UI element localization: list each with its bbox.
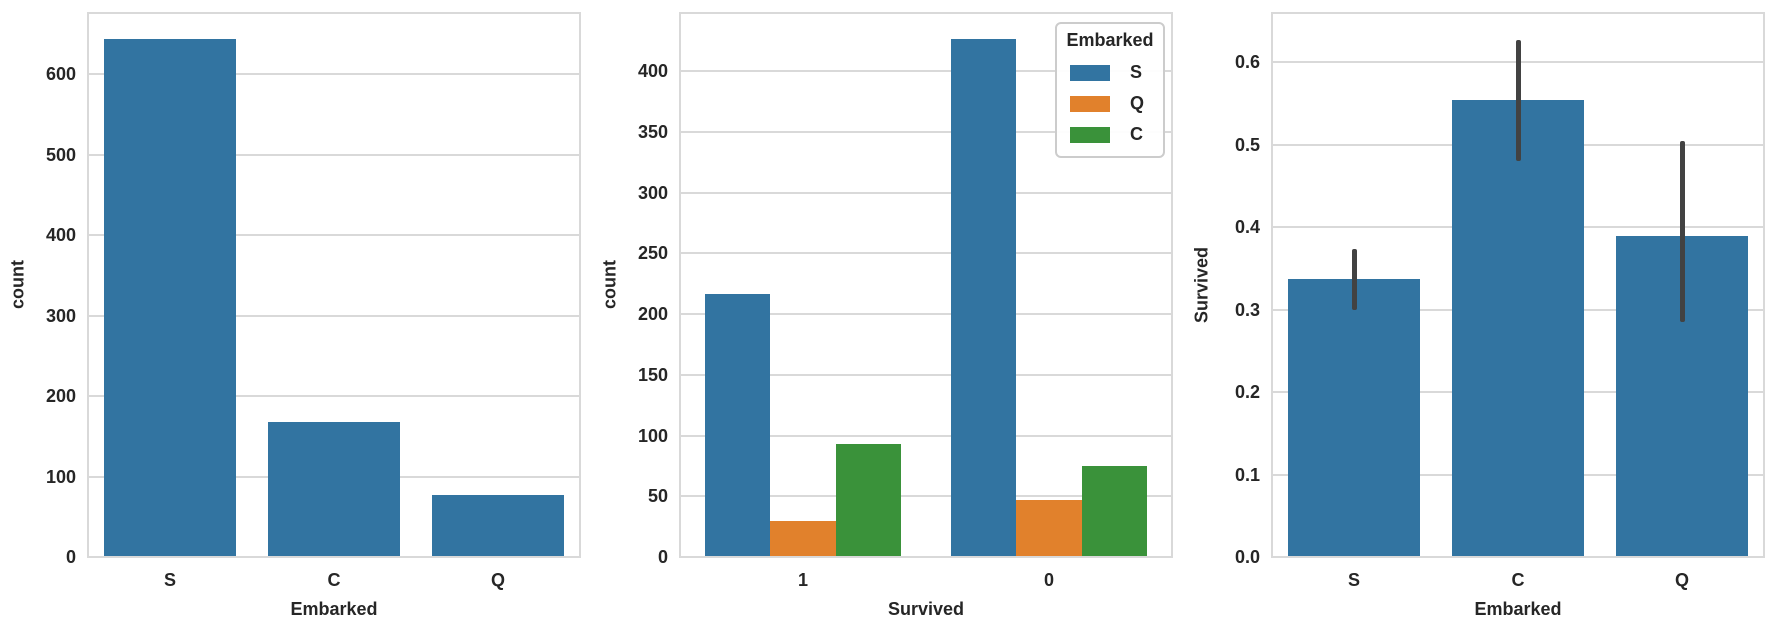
plot-area [1272,13,1764,557]
bar-s-0 [950,38,1017,557]
y-tick-label: 500 [45,144,76,165]
y-tick-label: 100 [45,466,76,487]
x-tick-label: S [1347,570,1360,590]
legend-swatch-q [1070,95,1110,112]
bar-q-1 [770,520,836,557]
x-axis-label: Embarked [290,599,378,619]
y-tick-label: 0.1 [1234,464,1260,485]
subplot-survival-rate-by-embarked: Survived Embarked 0.0 0.1 0.2 0.3 0.4 0.5 0.6 S… [1192,12,1765,619]
y-tick-label: 0 [657,547,668,567]
x-axis-label: Embarked [1474,599,1562,619]
bar-c-0 [1081,465,1148,557]
bar-c-1 [835,444,902,557]
x-tick-label: Q [490,570,505,590]
x-axis-label: Survived [887,599,965,619]
y-tick-label: 400 [637,61,668,82]
legend-label: C [1130,124,1143,144]
y-tick-label: 0.6 [1234,52,1260,73]
y-tick-label: 400 [45,225,76,246]
y-gridline [680,434,1172,437]
y-tick-label: 350 [637,122,668,142]
legend-swatch-s [1070,64,1110,81]
y-gridline [680,131,1172,133]
y-gridline [680,191,1172,194]
y-tick-label: 150 [637,364,668,385]
subplot-survived-count-by-embarked: count Survived Embarked S Q C 0 50 100 150 2… [600,12,1173,619]
y-tick-label: 0.3 [1234,299,1260,320]
bar-c [268,421,400,557]
y-gridline [88,314,580,317]
y-tick-label: 200 [637,304,668,325]
bar-q-0 [1016,499,1082,557]
y-gridline [680,313,1172,316]
y-tick-label: 600 [45,64,76,85]
plot-area [88,13,580,557]
y-gridline [88,234,580,237]
bar-q [432,495,564,557]
legend-entry: S [1057,57,1163,88]
y-tick-label: 250 [637,243,668,264]
y-tick-label: 200 [45,386,76,407]
y-gridline [88,73,580,76]
y-tick-label: 100 [637,425,668,446]
legend-label: S [1130,62,1143,82]
legend-label: Q [1130,93,1145,113]
bar-c [1452,100,1584,557]
x-tick-label: 1 [797,570,808,590]
y-tick-label: 0.0 [1234,547,1260,567]
y-tick-label: 300 [637,182,668,203]
legend-swatch-c [1070,126,1110,143]
x-tick-label: C [1511,570,1525,590]
y-gridline [680,70,1172,73]
error-bar-q [1679,140,1685,323]
y-gridline [88,153,580,156]
error-bar-s [1351,248,1357,310]
legend: Embarked S Q C [1055,22,1165,158]
legend-entry: Q [1057,88,1163,119]
x-tick-label: C [327,570,341,590]
bar-s [1288,279,1420,557]
y-gridline [680,373,1172,376]
y-tick-label: 0.2 [1234,382,1260,403]
x-tick-label: 0 [1043,570,1054,590]
legend-title: Embarked [1066,30,1154,50]
legend-entry: C [1057,119,1163,150]
x-tick-label: Q [1674,570,1689,590]
y-gridline [680,495,1172,498]
y-axis-label: count [599,260,620,310]
error-bar-c [1515,40,1521,162]
y-tick-label: 0 [65,547,76,567]
subplot-embarked-count: count Embarked 0 100 200 300 400 500 600 S C Q [8,12,581,619]
y-tick-label: 50 [647,486,668,507]
y-tick-label: 0.4 [1234,217,1260,238]
bar-s-1 [704,293,771,557]
y-tick-label: 300 [45,305,76,326]
y-tick-label: 0.5 [1234,134,1260,155]
y-gridline [680,252,1172,255]
x-tick-label: S [163,570,176,590]
bar-s [104,38,236,557]
y-gridline [88,395,580,398]
